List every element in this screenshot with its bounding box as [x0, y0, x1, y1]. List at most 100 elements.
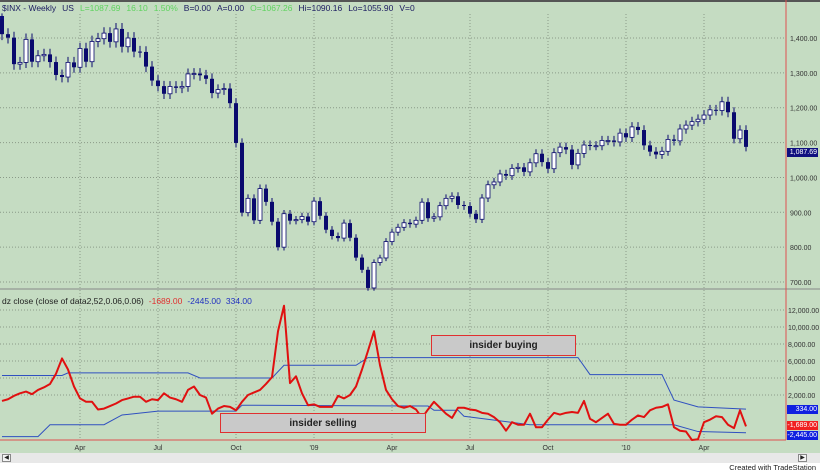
candle-down	[234, 103, 238, 143]
candle-down	[468, 206, 472, 214]
candle-up	[551, 152, 557, 170]
candle-down	[462, 204, 466, 207]
candle-up	[293, 219, 299, 222]
candle-down	[84, 48, 88, 62]
price-tick-label: 700.00	[790, 280, 812, 287]
candle-down	[636, 126, 640, 131]
top-border	[0, 0, 820, 2]
lower-band-tag: -2,445.00	[787, 431, 818, 440]
candle-up	[419, 201, 425, 221]
indicator-tick-label: 10,000.00	[788, 325, 819, 332]
candle-down	[276, 221, 280, 248]
candle-down	[204, 75, 208, 79]
price-header: $INX - Weekly US L=1087.69 16.10 1.50% B=0.00…	[2, 3, 421, 13]
lower-band-value: -2445.00	[187, 296, 221, 306]
candle-up	[491, 181, 497, 186]
candle-up	[371, 262, 377, 289]
candle-down	[504, 173, 508, 176]
candle-down	[162, 86, 166, 94]
candle-up	[509, 167, 515, 177]
candle-down	[564, 147, 568, 150]
upper-band-value: 334.00	[225, 296, 252, 306]
candle-down	[6, 34, 10, 38]
price-tick-label: 900.00	[790, 210, 812, 217]
candle-down	[144, 51, 148, 67]
candle-down	[732, 112, 736, 139]
candle-down	[150, 66, 154, 81]
candle-up	[581, 144, 587, 154]
ask: A=0.00	[216, 3, 245, 13]
candle-up	[113, 28, 119, 43]
candle-down	[138, 51, 142, 53]
candle-up	[593, 145, 599, 148]
date-tick-label: Oct	[543, 445, 554, 452]
price-tick-label: 1,300.00	[790, 71, 817, 78]
bid: B=0.00	[183, 3, 211, 13]
candle-down	[360, 257, 364, 270]
candle-down	[456, 196, 460, 205]
credit-text: Created with TradeStation	[729, 463, 816, 472]
candle-up	[629, 126, 635, 138]
candle-down	[540, 153, 544, 163]
net-change: 16.10	[126, 3, 148, 13]
candle-up	[341, 222, 347, 239]
candle-up	[719, 101, 725, 111]
horizontal-scrollbar[interactable]	[0, 453, 820, 463]
candle-up	[281, 213, 287, 248]
dz-value-tag: -1,689.00	[787, 421, 818, 430]
candle-down	[408, 222, 412, 225]
date-tick-label: '10	[621, 445, 630, 452]
candle-down	[240, 142, 244, 213]
candle-down	[366, 269, 370, 288]
date-tick-label: Jul	[466, 445, 475, 452]
candle-up	[395, 226, 401, 233]
open-price: O=1067.26	[250, 3, 293, 13]
price-tick-label: 1,000.00	[790, 175, 817, 182]
candle-up	[383, 241, 389, 259]
indicator-tick-label: 6,000.00	[788, 359, 815, 366]
candle-up	[299, 216, 305, 221]
volume: V=0	[399, 3, 415, 13]
scroll-left-button[interactable]: ◀	[2, 454, 11, 462]
candle-down	[426, 202, 430, 219]
price-tick-label: 800.00	[790, 245, 812, 252]
candle-down	[288, 213, 292, 221]
candle-down	[198, 73, 202, 76]
candle-down	[546, 162, 550, 169]
candle-up	[245, 197, 251, 214]
indicator-tick-label: 4,000.00	[788, 376, 815, 383]
price-tick-label: 1,100.00	[790, 141, 817, 148]
candle-up	[701, 114, 707, 120]
date-tick-label: '09	[309, 445, 318, 452]
date-tick-label: Apr	[75, 445, 87, 452]
candle-up	[533, 153, 539, 164]
pct-change: 1.50%	[153, 3, 178, 13]
candle-down	[270, 201, 274, 222]
candle-down	[60, 74, 64, 78]
date-tick-label: Jul	[154, 445, 163, 452]
candle-down	[612, 140, 616, 142]
candle-down	[588, 145, 592, 147]
candle-up	[413, 219, 419, 225]
indicator-tick-label: 2,000.00	[788, 393, 815, 400]
candle-down	[744, 130, 748, 147]
candle-down	[570, 149, 574, 165]
candle-up	[401, 222, 407, 228]
scroll-right-button[interactable]: ▶	[798, 454, 807, 462]
insider-buying-annotation: insider buying	[431, 335, 576, 356]
candle-down	[228, 88, 232, 104]
candle-up	[389, 231, 395, 242]
candle-down	[0, 19, 4, 35]
candle-up	[737, 129, 743, 140]
candle-up	[125, 37, 131, 48]
candle-up	[89, 41, 95, 63]
candle-down	[642, 130, 646, 146]
last-price: L=1087.69	[79, 3, 121, 13]
date-tick-label: Apr	[699, 445, 711, 452]
candle-down	[348, 223, 352, 238]
indicator-tick-label: 8,000.00	[788, 342, 815, 349]
candle-up	[677, 128, 683, 142]
candle-down	[354, 237, 358, 258]
candle-up	[665, 139, 671, 152]
